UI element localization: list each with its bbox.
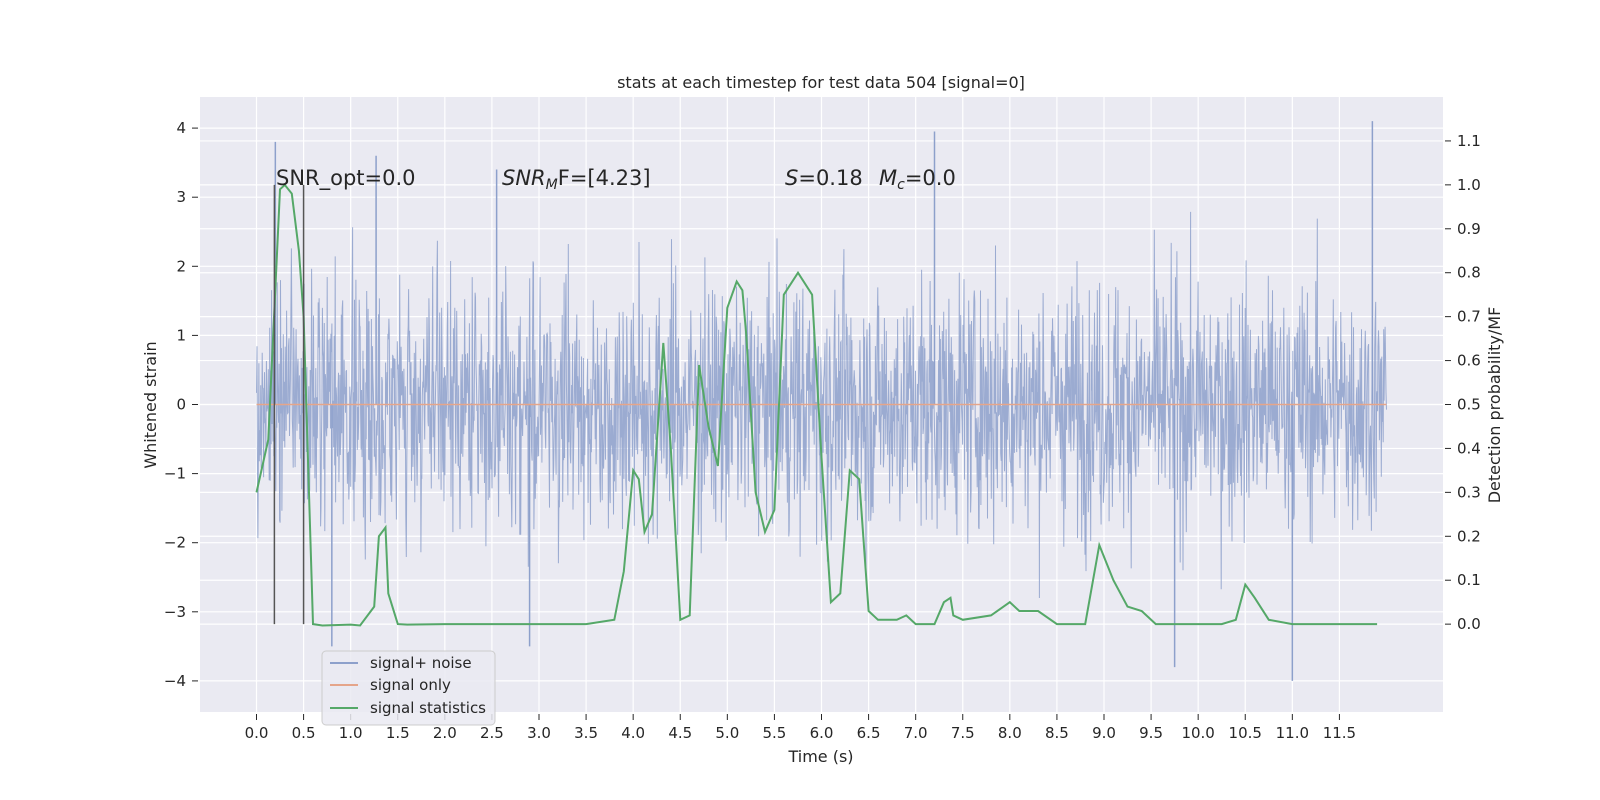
annotation-snr-mf: SNRMF=[4.23] (502, 166, 651, 193)
s-prefix: S (785, 166, 798, 190)
chart-title: stats at each timestep for test data 504… (617, 73, 1025, 92)
x-tick-label: 0.0 (245, 724, 269, 742)
y-tick-label-right: 0.1 (1457, 571, 1481, 589)
x-tick-label: 10.5 (1229, 724, 1262, 742)
x-tick-label: 4.0 (621, 724, 645, 742)
x-tick-label: 9.5 (1139, 724, 1163, 742)
x-tick-label: 2.5 (480, 724, 504, 742)
y-tick-label-right: 1.0 (1457, 176, 1481, 194)
x-tick-label: 8.0 (998, 724, 1022, 742)
y-tick-label-left: −3 (164, 603, 186, 621)
y-tick-label-left: 1 (176, 326, 186, 344)
x-tick-label: 8.5 (1045, 724, 1069, 742)
snr-mf-sub: M (546, 177, 558, 193)
y-axis-label-left: Whitened strain (141, 341, 160, 468)
x-tick-label: 6.5 (857, 724, 881, 742)
x-tick-label: 7.0 (904, 724, 928, 742)
y-tick-label-left: 0 (176, 396, 186, 414)
x-tick-label: 3.0 (527, 724, 551, 742)
x-tick-label: 5.5 (762, 724, 786, 742)
annotations: SNR_opt=0.0 SNRMF=[4.23] S=0.18 Mc=0.0 (276, 166, 956, 193)
y-tick-label-left: −1 (164, 465, 186, 483)
annotation-snr-opt: SNR_opt=0.0 (276, 166, 416, 191)
y-tick-label-left: 4 (176, 119, 186, 137)
x-tick-label: 1.0 (339, 724, 363, 742)
x-tick-label: 7.5 (951, 724, 975, 742)
y-tick-label-left: −2 (164, 534, 186, 552)
snr-mf-prefix: SNR (502, 166, 546, 190)
y-tick-label-right: 0.6 (1457, 352, 1481, 370)
mc-value: =0.0 (905, 166, 956, 190)
legend-label-signal-only: signal only (370, 676, 451, 694)
signal-statistics-line (255, 183, 1378, 627)
y-axis-label-right: Detection probability/MF (1485, 307, 1504, 504)
y-tick-label-right: 0.5 (1457, 396, 1481, 414)
y-tick-label-right: 0.4 (1457, 439, 1481, 457)
x-tick-label: 11.0 (1276, 724, 1309, 742)
x-tick-label: 0.5 (292, 724, 316, 742)
legend-box (321, 650, 496, 726)
x-tick-label: 6.0 (810, 724, 834, 742)
x-tick-label: 4.5 (668, 724, 692, 742)
y-tick-label-right: 0.7 (1457, 308, 1481, 326)
annotation-mc: Mc=0.0 (879, 166, 956, 193)
y-tick-label-right: 0.8 (1457, 264, 1481, 282)
y-tick-label-right: 0.3 (1457, 483, 1481, 501)
x-tick-label: 9.0 (1092, 724, 1116, 742)
x-tick-label: 3.5 (574, 724, 598, 742)
signal-statistics-series (255, 183, 1378, 627)
s-value: =0.18 (798, 166, 862, 190)
x-axis-label: Time (s) (787, 747, 853, 766)
x-tick-label: 11.5 (1323, 724, 1356, 742)
y-axis-right: 0.0 0.1 0.2 0.3 0.4 0.5 0.6 0.7 0.8 0.9 1.0 1.1 (1445, 132, 1481, 633)
legend-label-signal-noise: signal+ noise (370, 654, 472, 672)
y-axis-left: −4 −3 −2 −1 0 1 2 3 4 (164, 119, 198, 690)
y-tick-label-left: 2 (176, 257, 186, 275)
x-tick-label: 1.5 (386, 724, 410, 742)
y-tick-label-left: 3 (176, 188, 186, 206)
legend: signal+ noise signal only signal statist… (321, 650, 496, 726)
x-axis: 0.0 0.5 1.0 1.5 2.0 2.5 3.0 3.5 4.0 4.5 5.0 5.5 6.0 6… (245, 714, 1356, 742)
snr-mf-suffix: F=[4.23] (558, 166, 651, 190)
y-tick-label-right: 0.0 (1457, 615, 1481, 633)
mc-prefix: M (879, 166, 897, 190)
y-tick-label-left: −4 (164, 672, 186, 690)
vertical-markers (273, 184, 305, 625)
legend-label-signal-statistics: signal statistics (370, 699, 486, 717)
y-tick-label-right: 0.2 (1457, 527, 1481, 545)
x-tick-label: 5.0 (715, 724, 739, 742)
x-tick-label: 2.0 (433, 724, 457, 742)
x-tick-label: 10.0 (1181, 724, 1214, 742)
y-tick-label-right: 1.1 (1457, 132, 1481, 150)
mc-sub: c (897, 177, 905, 193)
annotation-s: S=0.18 (785, 166, 863, 190)
y-tick-label-right: 0.9 (1457, 220, 1481, 238)
